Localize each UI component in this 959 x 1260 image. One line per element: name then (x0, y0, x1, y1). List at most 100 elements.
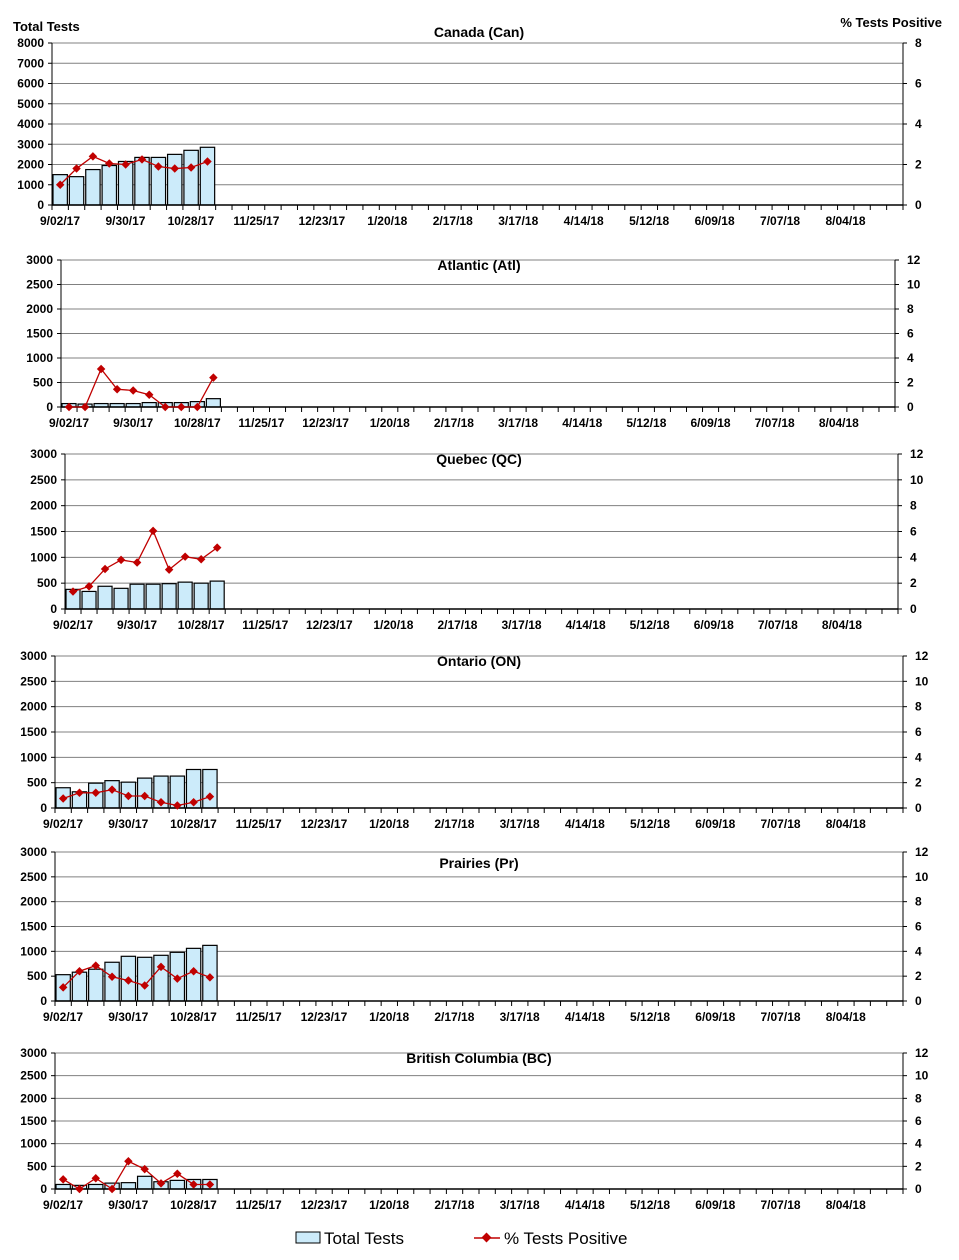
y2-tick-label: 8 (915, 1091, 922, 1105)
y-tick-label: 2500 (20, 674, 47, 688)
y2-tick-label: 0 (915, 801, 922, 815)
y-tick-label: 5000 (17, 97, 44, 111)
y-tick-label: 6000 (17, 77, 44, 91)
x-tick-label: 6/09/18 (695, 817, 735, 831)
x-tick-label: 8/04/18 (826, 214, 866, 228)
bar (101, 164, 118, 206)
y-tick-label: 7000 (17, 56, 44, 70)
x-tick-label: 12/23/17 (301, 1010, 348, 1024)
x-tick-label: 7/07/18 (761, 1010, 801, 1024)
y-tick-label: 1000 (20, 944, 47, 958)
x-tick-label: 9/02/17 (43, 1010, 83, 1024)
y2-tick-label: 8 (907, 302, 914, 316)
bar (145, 583, 161, 610)
y2-tick-label: 8 (910, 499, 917, 513)
y2-tick-label: 4 (915, 750, 922, 764)
y2-tick-label: 10 (910, 473, 924, 487)
x-tick-label: 10/28/17 (170, 817, 217, 831)
bar (209, 580, 225, 610)
y2-tick-label: 10 (915, 1069, 929, 1083)
y2-tick-label: 12 (907, 253, 921, 267)
pct-positive-point (161, 402, 170, 412)
bar (169, 1179, 186, 1190)
legend: Total Tests % Tests Positive (295, 1229, 627, 1248)
y2-tick-label: 12 (915, 1046, 929, 1060)
pct-positive-point (137, 155, 147, 164)
x-tick-label: 2/17/18 (434, 1010, 474, 1024)
y-tick-label: 1000 (17, 178, 44, 192)
y-tick-label: 2500 (20, 870, 47, 884)
x-tick-label: 12/23/17 (301, 817, 348, 831)
x-tick-label: 8/04/18 (826, 1010, 866, 1024)
x-tick-label: 9/30/17 (108, 1010, 148, 1024)
y2-tick-label: 2 (910, 576, 917, 590)
x-tick-label: 9/30/17 (105, 214, 145, 228)
bar (97, 585, 113, 610)
bar (129, 583, 145, 610)
y2-tick-label: 4 (907, 351, 914, 365)
x-tick-label: 3/17/18 (498, 416, 538, 430)
y-tick-label: 2000 (20, 895, 47, 909)
x-tick-label: 1/20/18 (367, 214, 407, 228)
y-tick-label: 1500 (30, 525, 57, 539)
bar (88, 968, 104, 1002)
bar (193, 582, 209, 610)
x-tick-label: 1/20/18 (373, 618, 413, 632)
y2-tick-label: 2 (915, 969, 922, 983)
x-tick-label: 1/20/18 (369, 1010, 409, 1024)
y-tick-label: 0 (40, 994, 47, 1008)
chart-title: Ontario (ON) (437, 653, 521, 669)
y2-tick-label: 0 (910, 602, 917, 616)
pct-positive-line (69, 367, 214, 408)
x-tick-label: 7/07/18 (755, 416, 795, 430)
x-tick-label: 8/04/18 (819, 416, 859, 430)
y2-tick-label: 2 (915, 158, 922, 172)
left-axis-title: Total Tests (13, 19, 80, 34)
x-tick-label: 2/17/18 (433, 214, 473, 228)
x-tick-label: 3/17/18 (500, 817, 540, 831)
y2-tick-label: 2 (915, 1159, 922, 1173)
pct-positive-point (196, 555, 206, 564)
y-tick-label: 3000 (17, 137, 44, 151)
x-tick-label: 9/02/17 (40, 214, 80, 228)
y-tick-label: 1500 (20, 920, 47, 934)
x-tick-label: 9/30/17 (113, 416, 153, 430)
bar (183, 149, 199, 206)
y-tick-label: 1000 (20, 750, 47, 764)
y2-tick-label: 4 (910, 550, 917, 564)
pct-positive-point (80, 402, 90, 412)
x-tick-label: 6/09/18 (695, 1010, 735, 1024)
y-tick-label: 0 (50, 602, 57, 616)
x-tick-label: 9/02/17 (49, 416, 89, 430)
bar (177, 581, 193, 610)
legend-line-label: % Tests Positive (504, 1229, 627, 1248)
right-axis-title: % Tests Positive (840, 15, 942, 30)
x-tick-label: 10/28/17 (170, 1010, 217, 1024)
pct-positive-point (148, 526, 158, 536)
chart-1: 0 500 1000 1500 2000 2500 3000 0 2 4 6 8 10 12 9/02/17… (26, 253, 920, 430)
pct-positive-point (88, 152, 98, 161)
pct-positive-point (91, 961, 101, 970)
x-tick-label: 7/07/18 (761, 817, 801, 831)
x-tick-label: 12/23/17 (302, 416, 349, 430)
chart-2: 0 500 1000 1500 2000 2500 3000 0 2 4 6 8 10 12 9/02/17… (30, 447, 923, 632)
pct-positive-line (62, 1160, 210, 1190)
x-tick-label: 8/04/18 (826, 817, 866, 831)
pct-positive-line (59, 155, 208, 186)
bar (205, 398, 221, 408)
x-tick-label: 6/09/18 (695, 1198, 735, 1212)
pct-positive-point (209, 373, 218, 382)
y-tick-label: 500 (27, 969, 47, 983)
pct-positive-line (62, 964, 211, 988)
x-tick-label: 8/04/18 (826, 1198, 866, 1212)
y2-tick-label: 12 (910, 447, 924, 461)
pct-positive-point (170, 164, 179, 173)
x-tick-label: 9/02/17 (43, 817, 83, 831)
y2-tick-label: 12 (915, 649, 929, 663)
pct-positive-point (72, 164, 81, 173)
x-tick-label: 6/09/18 (691, 416, 731, 430)
pct-positive-point (144, 390, 154, 399)
y2-tick-label: 6 (915, 725, 922, 739)
x-tick-label: 9/02/17 (43, 1198, 83, 1212)
y-tick-label: 2000 (26, 302, 53, 316)
